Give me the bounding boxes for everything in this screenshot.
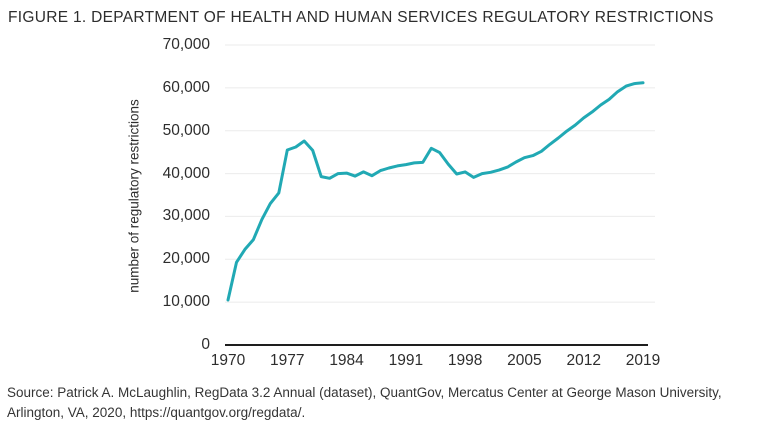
source-line2-prefix: Arlington, VA, 2020, bbox=[7, 404, 130, 420]
y-tick-label: 50,000 bbox=[162, 121, 210, 139]
y-tick-label: 20,000 bbox=[162, 250, 210, 268]
x-tick-label: 1977 bbox=[270, 352, 305, 369]
figure-title: FIGURE 1. DEPARTMENT OF HEALTH AND HUMAN… bbox=[8, 9, 714, 26]
x-tick-label: 1970 bbox=[210, 352, 246, 369]
x-tick-label: 2019 bbox=[625, 352, 661, 369]
source-url: https://quantgov.org/regdata/ bbox=[129, 404, 302, 420]
source-note: Source: Patrick A. McLaughlin, RegData 3… bbox=[7, 383, 765, 422]
source-line2-suffix: . bbox=[301, 404, 306, 420]
source-line1: Source: Patrick A. McLaughlin, RegData 3… bbox=[7, 385, 722, 400]
y-tick-label: 70,000 bbox=[162, 36, 210, 53]
x-tick-label: 2012 bbox=[566, 352, 601, 369]
x-tick-label: 2005 bbox=[507, 352, 542, 369]
y-tick-label: 60,000 bbox=[162, 78, 210, 96]
x-tick-label: 1984 bbox=[329, 352, 364, 369]
x-tick-label: 1998 bbox=[447, 352, 483, 369]
y-tick-label: 40,000 bbox=[162, 164, 210, 182]
y-tick-label: 30,000 bbox=[162, 207, 210, 225]
x-tick-label: 1991 bbox=[388, 352, 424, 369]
y-tick-label: 10,000 bbox=[162, 293, 210, 311]
y-tick-label: 0 bbox=[201, 336, 210, 353]
series-line bbox=[226, 81, 645, 302]
